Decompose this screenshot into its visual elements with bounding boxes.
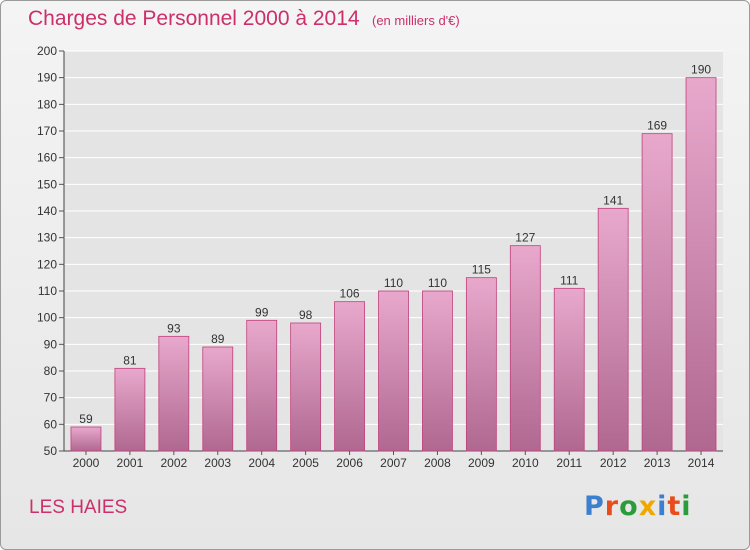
bar — [114, 367, 146, 452]
bar — [685, 77, 717, 452]
x-tick-label: 2006 — [336, 456, 363, 470]
x-tick-label: 2001 — [117, 456, 144, 470]
y-tick-label: 170 — [37, 124, 57, 138]
logo-letter: i — [681, 491, 692, 522]
bar — [70, 426, 102, 452]
bar — [158, 335, 190, 452]
place-name: LES HAIES — [29, 497, 128, 518]
y-tick-label: 160 — [37, 151, 57, 165]
x-tick-label: 2005 — [292, 456, 319, 470]
y-tick-label: 90 — [44, 337, 58, 351]
bar — [334, 301, 365, 452]
y-tick-label: 180 — [37, 97, 57, 111]
data-label: 81 — [123, 353, 137, 367]
y-tick-label: 140 — [37, 204, 57, 218]
data-label: 141 — [603, 193, 623, 207]
bar — [422, 290, 453, 452]
x-tick-label: 2008 — [424, 456, 451, 470]
bar — [553, 287, 585, 452]
data-label: 106 — [340, 287, 360, 301]
bar — [597, 207, 629, 452]
x-tick-label: 2011 — [556, 456, 582, 470]
x-tick-label: 2000 — [73, 456, 100, 470]
data-label: 110 — [384, 276, 403, 290]
logo-letter: i — [657, 491, 668, 522]
bar — [246, 319, 278, 452]
logo-letter: r — [604, 491, 620, 522]
y-tick-label: 190 — [37, 71, 57, 85]
data-label: 59 — [79, 412, 93, 426]
x-tick-label: 2012 — [600, 456, 627, 470]
y-tick-label: 70 — [44, 391, 58, 405]
data-label: 127 — [515, 231, 535, 245]
data-label: 115 — [472, 263, 491, 277]
y-tick-label: 130 — [37, 231, 57, 245]
logo-letter: P — [584, 491, 605, 522]
bar — [465, 277, 497, 452]
x-tick-label: 2003 — [204, 456, 231, 470]
proxiti-logo: Proxiti — [584, 491, 692, 522]
y-tick-label: 80 — [44, 364, 58, 378]
logo-letter: x — [638, 491, 658, 522]
x-tick-label: 2007 — [380, 456, 407, 470]
data-label: 98 — [299, 308, 313, 322]
x-tick-label: 2014 — [688, 456, 715, 470]
data-label: 111 — [560, 273, 579, 287]
y-tick-label: 200 — [37, 44, 57, 58]
data-label: 99 — [255, 305, 269, 319]
y-tick-label: 50 — [44, 444, 58, 458]
data-label: 93 — [167, 321, 181, 335]
x-tick-label: 2013 — [644, 456, 671, 470]
chart-subtitle: (en milliers d'€) — [372, 13, 460, 28]
y-tick-label: 150 — [37, 177, 57, 191]
y-tick-label: 60 — [44, 417, 58, 431]
data-label: 190 — [691, 63, 711, 77]
data-label: 169 — [647, 119, 667, 133]
bar — [509, 245, 541, 452]
data-label: 89 — [211, 332, 225, 346]
y-tick-label: 110 — [38, 284, 57, 298]
bar — [378, 290, 409, 452]
x-tick-label: 2002 — [160, 456, 187, 470]
x-tick-label: 2009 — [468, 456, 495, 470]
y-tick-label: 120 — [37, 257, 57, 271]
logo-letter: t — [667, 491, 682, 522]
chart-title: Charges de Personnel 2000 à 2014 — [28, 7, 360, 30]
x-tick-label: 2010 — [512, 456, 539, 470]
bar — [202, 346, 234, 452]
logo-letter: o — [619, 491, 639, 522]
bar — [290, 322, 322, 452]
data-label: 110 — [428, 276, 447, 290]
x-tick-label: 2004 — [248, 456, 275, 470]
bar — [641, 133, 673, 452]
y-tick-label: 100 — [37, 311, 57, 325]
